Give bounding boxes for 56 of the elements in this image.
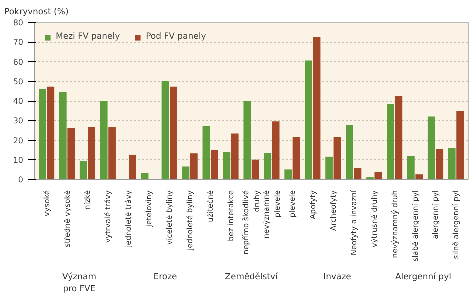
y-tick-label: 70 (13, 38, 24, 48)
bar (416, 174, 424, 180)
bar (252, 160, 260, 180)
y-tick-label: 30 (13, 116, 24, 126)
y-tick-label: 0 (18, 176, 24, 184)
y-tick-label: 80 (13, 18, 24, 28)
bar (292, 137, 300, 180)
bar (39, 89, 46, 180)
y-axis-title: Pokryvnost (%) (4, 8, 69, 18)
legend-label: Mezi FV panely (56, 32, 120, 42)
text: Zemědělství (225, 272, 278, 282)
bar (59, 92, 67, 180)
bar (346, 126, 354, 180)
bar (68, 128, 76, 180)
y-tick-label: 40 (13, 97, 24, 106)
legend-label: Pod FV panely (146, 32, 206, 42)
bar (407, 156, 415, 180)
bar (223, 152, 231, 180)
bar (313, 37, 321, 180)
bar (88, 127, 96, 180)
bar (387, 104, 394, 180)
bar (170, 86, 178, 180)
bar (334, 137, 342, 180)
y-tick-label: 20 (13, 136, 24, 146)
bar (264, 153, 272, 180)
text: Význam pro FVE (62, 272, 97, 294)
bar (231, 134, 239, 180)
bar (80, 161, 88, 180)
bar (436, 149, 444, 180)
y-tick-label: 50 (13, 77, 24, 86)
text: Alergenní pyl (395, 272, 452, 282)
bar (129, 154, 136, 180)
bar (272, 122, 280, 180)
bar (182, 166, 190, 180)
bar (47, 86, 55, 180)
bar (326, 156, 333, 180)
bar (448, 148, 456, 180)
bar (244, 101, 252, 180)
bar (374, 172, 382, 180)
bar (395, 96, 403, 180)
bar (456, 111, 464, 180)
text: Invaze (324, 272, 352, 282)
text: Eroze (154, 272, 178, 282)
bar (108, 127, 116, 180)
bar (100, 101, 108, 180)
bar (305, 60, 313, 180)
y-tick-label: 10 (13, 156, 24, 165)
bar (190, 154, 198, 180)
bar (202, 126, 210, 180)
bar (210, 150, 218, 180)
bar (284, 170, 292, 180)
bar (428, 116, 436, 180)
bar (162, 81, 170, 180)
bar (141, 173, 149, 180)
bar (354, 168, 362, 180)
y-tick-label: 60 (13, 58, 24, 67)
